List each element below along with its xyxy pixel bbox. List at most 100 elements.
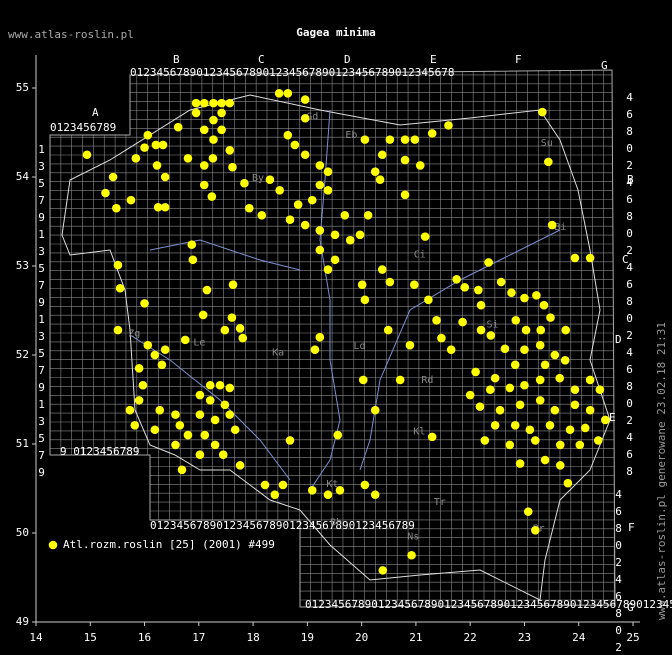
occurrence-dot	[520, 345, 529, 354]
occurrence-dot	[198, 310, 208, 320]
grid-label: 9 0123456789	[60, 445, 139, 458]
occurrence-dot	[225, 383, 235, 393]
occurrence-dot	[410, 135, 420, 144]
occurrence-dot	[400, 190, 410, 200]
occurrence-dot	[315, 226, 325, 235]
occurrence-dot	[427, 129, 437, 138]
occurrence-dot	[160, 202, 170, 212]
occurrence-dot	[474, 285, 483, 295]
occurrence-dot	[315, 332, 325, 342]
occurrence-dot	[138, 380, 148, 390]
occurrence-dot	[323, 167, 333, 176]
occurrence-dot	[158, 140, 168, 150]
occurrence-dot	[270, 490, 280, 500]
occurrence-dot	[335, 485, 345, 495]
occurrence-dot	[420, 232, 430, 241]
occurrence-dot	[570, 400, 580, 410]
river	[359, 229, 561, 471]
occurrence-dot	[235, 461, 245, 470]
occurrence-dot	[199, 180, 209, 190]
occurrence-dot	[375, 175, 385, 184]
y-tick-label: 51	[16, 437, 29, 450]
occurrence-dot	[108, 172, 118, 182]
occurrence-dot	[363, 210, 373, 220]
occurrence-dot	[134, 364, 144, 373]
grid-label: C	[258, 53, 265, 66]
occurrence-dot	[544, 157, 553, 167]
place-label: Zg	[128, 329, 140, 340]
grid-label: E	[430, 53, 437, 66]
grid-label: G	[627, 601, 634, 614]
occurrence-dot	[171, 440, 180, 450]
occurrence-dot	[207, 192, 217, 201]
occurrence-dot	[484, 258, 493, 267]
legend-marker	[48, 540, 58, 550]
occurrence-dot	[180, 335, 190, 345]
occurrence-dot	[358, 375, 368, 385]
place-label: Kt	[326, 479, 338, 490]
occurrence-dot	[173, 122, 183, 132]
occurrence-dot	[490, 373, 500, 383]
occurrence-dot	[112, 203, 121, 213]
occurrence-dot	[345, 235, 355, 245]
occurrence-dot	[437, 333, 446, 343]
occurrence-dot	[446, 345, 456, 354]
occurrence-dot	[290, 140, 300, 150]
y-tick-label: 53	[16, 259, 29, 272]
occurrence-dot	[585, 375, 595, 385]
occurrence-dot	[510, 421, 520, 430]
occurrence-dot	[323, 265, 333, 274]
y-tick-label: 55	[16, 81, 29, 94]
legend-label: Atl.rozm.roslin [25] (2001) #499	[63, 538, 275, 551]
occurrence-dot	[385, 277, 395, 287]
place-label: Le	[193, 338, 205, 349]
occurrence-dot	[187, 240, 197, 249]
occurrence-dot	[405, 340, 415, 350]
occurrence-dot	[210, 440, 220, 450]
occurrence-dot	[188, 255, 198, 265]
occurrence-dot	[225, 98, 235, 108]
occurrence-dot	[150, 350, 160, 360]
occurrence-dot	[293, 200, 303, 209]
place-label: Su	[541, 138, 553, 149]
occurrence-dot	[500, 344, 510, 354]
occurrence-dot	[593, 436, 603, 445]
occurrence-dot	[565, 425, 575, 435]
occurrence-dot	[285, 215, 295, 225]
occurrence-dot	[383, 325, 393, 335]
occurrence-dot	[177, 465, 187, 475]
grid-label: D	[344, 53, 351, 66]
occurrence-dot	[217, 98, 226, 108]
place-label: Ci	[414, 249, 426, 260]
occurrence-dot	[535, 396, 545, 405]
occurrence-dot	[300, 113, 310, 123]
grid-label: 46802468024680246802468	[623, 91, 636, 482]
place-label: Kl	[413, 427, 425, 438]
occurrence-dot	[330, 230, 340, 240]
occurrence-dot	[130, 421, 140, 430]
occurrence-dot	[191, 108, 201, 118]
occurrence-dot	[547, 220, 557, 230]
occurrence-dot	[260, 480, 270, 490]
occurrence-dot	[171, 410, 180, 419]
place-label: Ka	[272, 347, 284, 358]
x-tick-label: 24	[572, 631, 586, 644]
occurrence-dot	[244, 203, 254, 213]
grid-label: A	[92, 106, 99, 119]
occurrence-dot	[452, 275, 461, 284]
occurrence-dot	[217, 125, 226, 135]
occurrence-dot	[307, 485, 317, 495]
occurrence-dot	[215, 380, 225, 390]
y-tick-label: 52	[16, 348, 29, 361]
occurrence-dot	[140, 143, 149, 152]
place-label: By	[252, 173, 264, 184]
occurrence-dot	[225, 410, 235, 419]
occurrence-dot	[227, 313, 237, 322]
occurrence-dot	[370, 167, 380, 176]
occurrence-dot	[150, 425, 160, 435]
grid-label: 0123456789	[50, 121, 116, 134]
occurrence-dot	[153, 202, 163, 212]
occurrence-dot	[490, 421, 500, 430]
occurrence-dot	[400, 135, 410, 144]
